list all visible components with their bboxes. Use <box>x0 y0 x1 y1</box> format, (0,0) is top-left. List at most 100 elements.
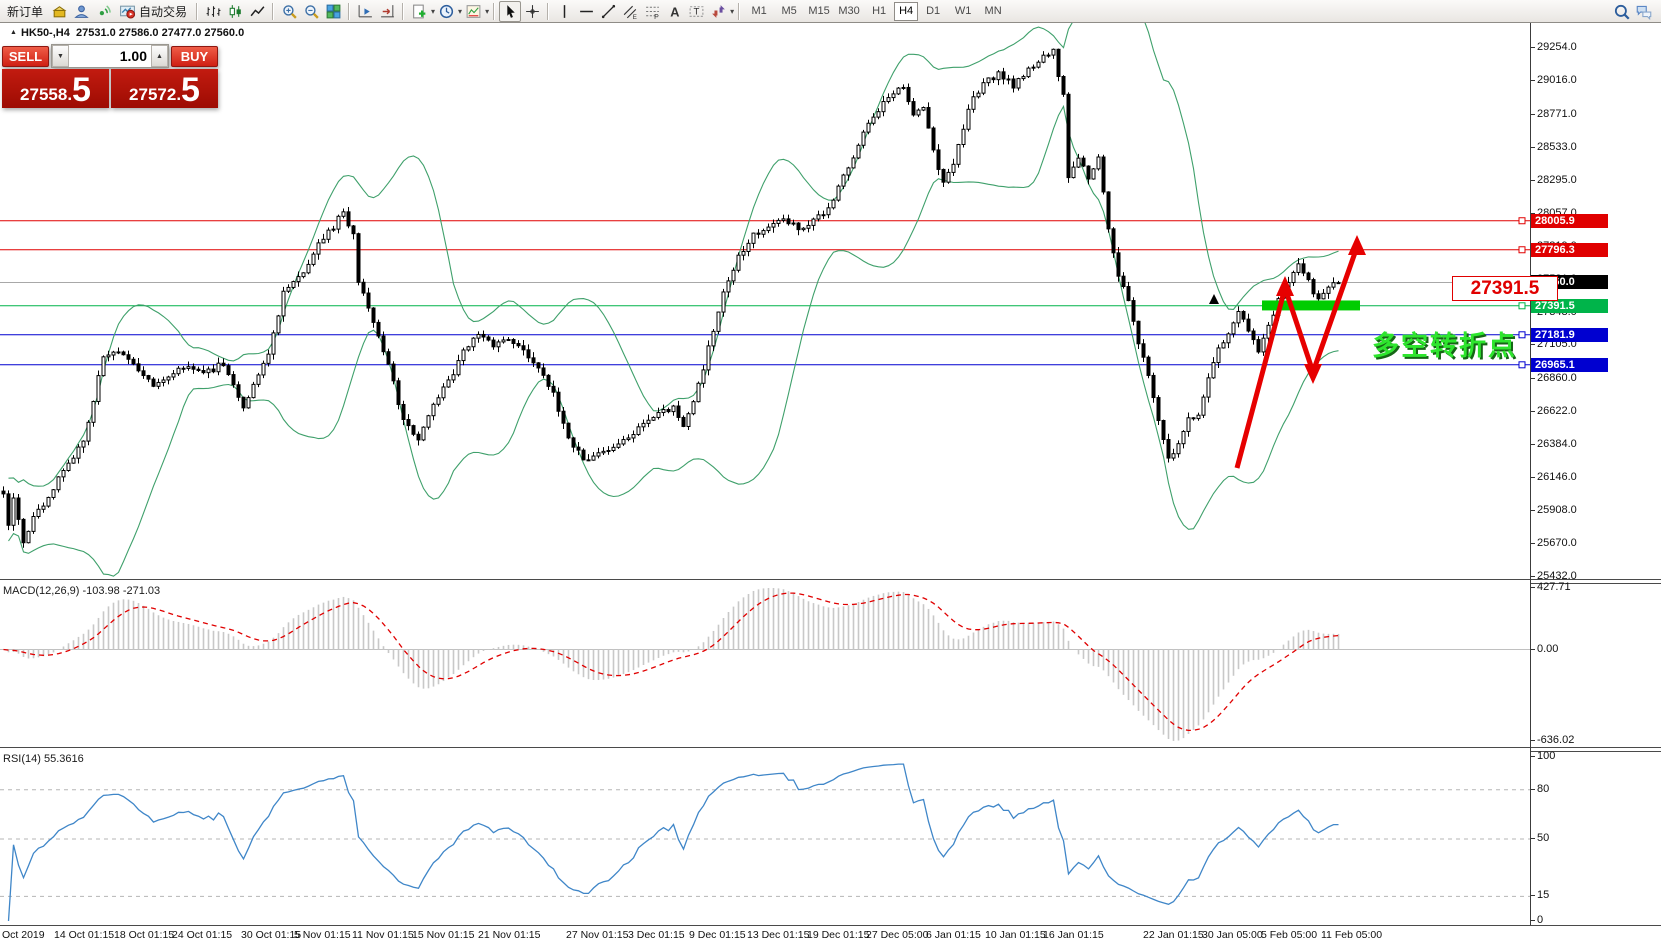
zoom-in-icon[interactable] <box>278 1 300 22</box>
gold-box-icon[interactable] <box>48 1 70 22</box>
price-badge-27391.5: 27391.5 <box>1531 298 1608 313</box>
auto-scroll-icon[interactable] <box>354 1 376 22</box>
label-icon[interactable]: T <box>685 1 707 22</box>
periods-icon[interactable] <box>435 1 457 22</box>
svg-text:F: F <box>654 13 658 19</box>
buy-price-display[interactable]: 27572. 5 <box>111 69 218 108</box>
timeframe-button-m5[interactable]: M5 <box>781 5 797 17</box>
fibonacci-icon[interactable]: F <box>641 1 663 22</box>
sell-price-dot: . <box>67 85 73 104</box>
auto-trading-icon <box>120 5 136 19</box>
trendline-icon[interactable] <box>597 1 619 22</box>
periods-icon-dropdown[interactable]: ▾ <box>458 6 463 16</box>
main-chart-canvas <box>0 23 1530 577</box>
arrows-icon[interactable] <box>707 1 729 22</box>
rsi-line <box>7 763 1339 922</box>
channel-icon[interactable]: E <box>619 1 641 22</box>
timeframe-button-h4[interactable]: H4 <box>894 1 919 21</box>
price-tick-label: 26622.0 <box>1531 405 1577 418</box>
chat-icon[interactable] <box>1633 1 1655 22</box>
level-line-anchor[interactable] <box>1518 217 1526 225</box>
timeframe-button-mn[interactable]: MN <box>984 5 1002 17</box>
level-line-anchor[interactable] <box>1518 246 1526 254</box>
trend-zigzag-arrows[interactable] <box>1234 235 1366 469</box>
new-order-button[interactable]: 新订单 <box>2 1 48 22</box>
chart-title: HK50-,H4 27531.0 27586.0 27477.0 27560.0 <box>10 27 244 39</box>
horizontal-line-icon[interactable] <box>575 1 597 22</box>
volume-input[interactable] <box>69 45 151 67</box>
candlesticks <box>1 48 1341 548</box>
rsi-tick-label: 80 <box>1530 782 1550 795</box>
gold-box-icon <box>52 5 67 17</box>
price-tick-label: 26384.0 <box>1531 438 1577 451</box>
timeframe-button-m1[interactable]: M1 <box>751 5 767 17</box>
buy-button[interactable]: BUY <box>171 46 218 67</box>
chart-symbol-period: HK50-,H4 <box>20 27 70 39</box>
tile-windows-icon <box>326 4 340 18</box>
sell-price-display[interactable]: 27558. 5 <box>2 69 109 108</box>
volume-decrease-button[interactable]: ▼ <box>52 45 69 67</box>
crosshair-icon[interactable] <box>521 1 543 22</box>
indicators-icon-dropdown[interactable]: ▾ <box>431 6 436 16</box>
one-click-trading-panel: SELL ▼ ▲ BUY 27558.5 27572.5 <box>2 44 218 108</box>
date-label: 9 Dec 01:15 <box>689 929 746 941</box>
sell-button[interactable]: SELL <box>2 46 49 67</box>
date-label: 5 Nov 01:15 <box>294 929 351 941</box>
one-click-panel-toggle-icon[interactable] <box>10 27 21 39</box>
price-tick-label: 28533.0 <box>1531 140 1577 153</box>
template-icon[interactable] <box>462 1 484 22</box>
date-label: 10 Jan 01:15 <box>985 929 1046 941</box>
chart-shift-icon[interactable] <box>376 1 398 22</box>
rsi-tick-label: 50 <box>1530 832 1550 844</box>
signal-icon[interactable] <box>92 1 114 22</box>
price-badge-28005.9: 28005.9 <box>1531 213 1608 228</box>
timeframe-button-m15[interactable]: M15 <box>808 5 830 17</box>
level-line-anchor[interactable] <box>1518 331 1526 339</box>
date-label: 27 Nov 01:15 <box>566 929 629 941</box>
search-icon[interactable] <box>1611 1 1633 22</box>
bar-chart-icon <box>206 5 220 17</box>
vertical-line-icon <box>563 4 565 18</box>
macd-tick-label: 427.71 <box>1531 581 1571 593</box>
volume-increase-button[interactable]: ▲ <box>151 45 168 67</box>
turning-point-annotation: 多空转折点 <box>1372 331 1517 361</box>
arrows-icon-dropdown[interactable]: ▾ <box>730 6 735 16</box>
svg-text:E: E <box>632 13 636 19</box>
main-chart-pane <box>0 23 1530 579</box>
periods-icon <box>439 4 453 18</box>
level-line-anchor[interactable] <box>1518 302 1526 310</box>
rsi-label: RSI(14) 55.3616 <box>3 753 84 765</box>
date-label: 30 Oct 01:15 <box>241 929 302 941</box>
date-axis[interactable]: Oct 2019 14 Oct 01:15 18 Oct 01:15 24 Oct 0… <box>0 925 1661 943</box>
auto-trading-button[interactable]: 自动交易 <box>114 1 192 22</box>
text-icon[interactable]: A <box>663 1 685 22</box>
label-icon: T <box>689 5 703 17</box>
price-tick-label: 26146.0 <box>1531 471 1577 484</box>
vertical-line-icon[interactable] <box>553 1 575 22</box>
profile-icon[interactable] <box>70 1 92 22</box>
chart-ohlc-values: 27531.0 27586.0 27477.0 27560.0 <box>75 27 245 39</box>
price-scale-divider[interactable] <box>1530 23 1531 925</box>
timeframe-button-h1[interactable]: H1 <box>872 5 887 17</box>
svg-text:A: A <box>670 4 679 19</box>
tile-windows-icon[interactable] <box>322 1 344 22</box>
timeframe-button-m30[interactable]: M30 <box>838 5 860 17</box>
zoom-out-icon[interactable] <box>300 1 322 22</box>
bar-chart-icon[interactable] <box>202 1 224 22</box>
template-icon-dropdown[interactable]: ▾ <box>485 6 490 16</box>
toolbar-separator <box>402 2 405 20</box>
macd-label: MACD(12,26,9) -103.98 -271.03 <box>3 585 161 597</box>
support-band[interactable] <box>1262 300 1360 311</box>
indicators-icon[interactable] <box>408 1 430 22</box>
line-chart-icon[interactable] <box>246 1 268 22</box>
timeframe-button-d1[interactable]: D1 <box>926 5 941 17</box>
timeframe-button-w1[interactable]: W1 <box>954 5 972 17</box>
level-line-anchor[interactable] <box>1518 361 1526 369</box>
price-badge-27796.3: 27796.3 <box>1531 242 1608 257</box>
rsi-tick-label: 15 <box>1530 889 1550 902</box>
cursor-icon[interactable] <box>499 0 522 22</box>
candlestick-chart-icon[interactable] <box>224 1 246 22</box>
up-arrow-marker[interactable] <box>1209 294 1219 304</box>
date-label: 30 Jan 05:00 <box>1202 929 1263 941</box>
macd-signal-line <box>3 592 1339 732</box>
